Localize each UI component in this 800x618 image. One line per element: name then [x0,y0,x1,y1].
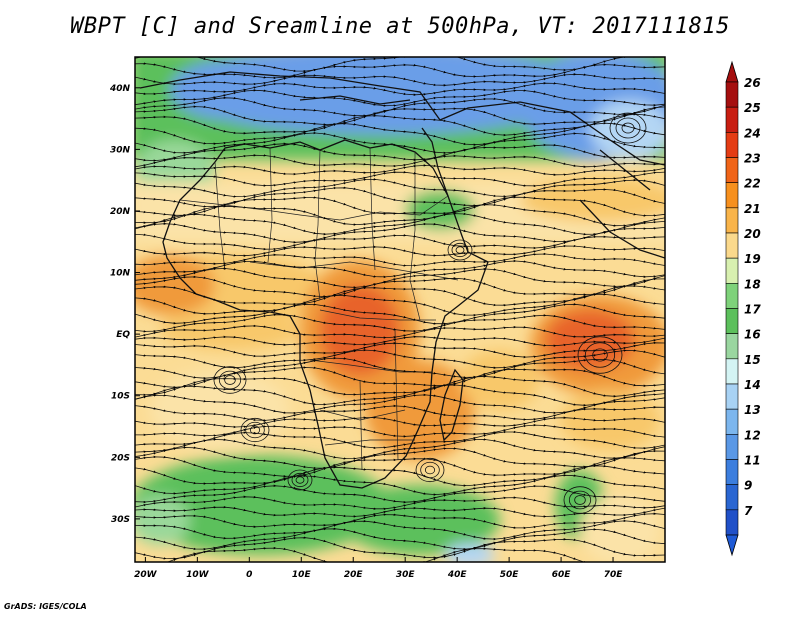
streamline-vortex [213,366,247,394]
colorbar-label: 9 [744,479,752,493]
streamline-vortex [451,242,469,258]
lat-tick-label: 10N [110,269,131,279]
lon-tick-label: 10W [186,570,210,580]
streamline-vortex [291,472,309,488]
streamline-vortex [287,469,313,491]
colorbar-swatch [725,283,739,309]
lon-tick-label: 50E [500,570,520,580]
colorbar-label: 14 [744,378,761,392]
colorbar-top-arrow [725,60,739,83]
grads-credit: GrADS: IGES/COLA [4,602,87,611]
streamline-vortex [615,117,641,139]
lat-tick-label: EQ [116,330,130,340]
colorbar-label: 21 [744,202,761,216]
colorbar-swatch [725,383,739,410]
streamline-vortex [447,239,473,261]
lon-tick-label: 40E [447,570,468,580]
streamline-vortex [455,246,465,254]
wbpt-region [580,495,660,562]
colorbar-label: 11 [744,454,761,468]
lat-tick-label: 40N [109,84,131,94]
lat-tick-label: 20S [111,453,130,463]
colorbar-swatch [725,434,739,460]
colorbar-label: 7 [744,504,753,518]
colorbar-label: 16 [744,328,761,342]
lon-tick-label: 30E [396,570,416,580]
wbpt-region [545,310,635,370]
lon-tick-label: 60E [552,570,572,580]
colorbar-label: 26 [744,76,761,90]
colorbar-swatch [725,333,739,360]
colorbar-swatch [725,106,739,133]
colorbar-label: 20 [744,227,761,241]
colorbar-swatch [725,484,739,511]
streamline-vortex [584,342,616,368]
streamline-vortex [420,461,440,479]
streamline-vortex [415,457,445,483]
streamline-vortex [568,490,592,510]
colorbar-label: 25 [744,101,761,115]
lat-tick-label: 30S [111,515,130,525]
wbpt-region [460,350,540,410]
streamline [135,233,665,251]
colorbar-label: 22 [744,177,761,191]
lon-tick-label: 70E [604,570,624,580]
plot-frame [134,56,666,563]
streamline-vortex [240,417,270,443]
streamline-vortex [577,336,623,374]
lon-tick-label: 0 [246,570,252,580]
colorbar-label: 12 [744,428,761,442]
lat-tick-label: 20N [110,207,131,217]
colorbar-swatch [725,132,739,158]
colorbar: 26 25 24 23 22 21 20 19 18 17 16 15 14 13 12 11 9 7 [725,60,761,557]
colorbar-swatch [725,257,739,284]
streamline-vortex [574,495,586,505]
colorbar-swatch [725,358,739,385]
latitude-axis: 40N 30N 20N 10N EQ 10S 20S 30S [109,84,140,525]
map-title: WBPT [C] and Sreamline at 500hPa, VT: 20… [70,14,730,39]
colorbar-swatch [725,308,739,334]
colorbar-bottom-arrow [725,534,739,557]
colorbar-label: 19 [744,252,761,266]
colorbar-label: 23 [744,152,761,166]
colorbar-label: 24 [744,126,761,140]
colorbar-swatch [725,207,739,234]
streamline-vortex [563,486,597,514]
longitude-axis: 20W 10W 0 10E 20E 30E 40E 50E 60E 70E [134,557,623,580]
lon-tick-label: 20W [134,570,158,580]
colorbar-label: 18 [744,277,761,291]
colorbar-swatch [725,81,739,108]
colorbar-swatch [725,232,739,259]
streamline-vortex [295,476,305,484]
colorbar-label: 17 [744,303,761,317]
lat-tick-label: 10S [111,392,130,402]
colorbar-label: 13 [744,403,761,417]
streamline-vortex [424,465,436,475]
streamlines [135,57,665,562]
streamline-vortex [249,425,261,435]
streamline-vortex [609,112,647,144]
lat-tick-label: 30N [110,145,131,155]
colorbar-label: 15 [744,353,761,367]
colorbar-swatch [725,509,739,536]
colorbar-swatch [725,459,739,485]
streamline-vortex [224,375,236,385]
streamline-vortex [621,122,635,134]
lon-tick-label: 20E [344,570,364,580]
streamline-vortex [592,348,608,362]
streamline [135,404,665,422]
colorbar-swatch [725,408,739,435]
streamline [143,546,665,562]
colorbar-swatch [725,182,739,209]
lon-tick-label: 10E [292,570,312,580]
wbpt-region [170,60,290,120]
colorbar-swatch [725,157,739,183]
streamline-vortex [245,421,265,439]
streamline-vortex [218,370,242,390]
